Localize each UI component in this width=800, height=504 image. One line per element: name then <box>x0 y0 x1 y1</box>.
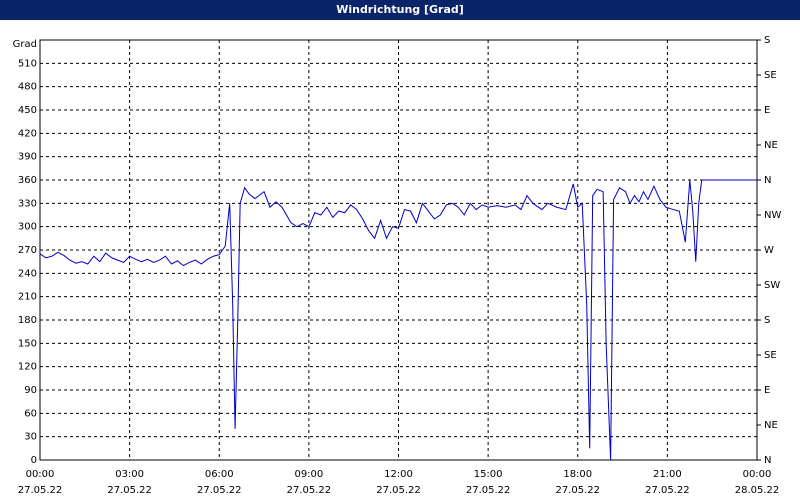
x-tick-date: 27.05.22 <box>107 485 152 496</box>
y-tick-label: 180 <box>18 315 37 326</box>
y2-tick-label: E <box>764 105 770 116</box>
y2-tick-label: NE <box>764 140 778 151</box>
y-tick-label: 120 <box>18 362 37 373</box>
y-tick-label: 150 <box>18 338 37 349</box>
y2-tick-label: SE <box>764 350 777 361</box>
y-tick-label: 240 <box>18 268 37 279</box>
y2-tick-label: E <box>764 385 770 396</box>
x-tick-date: 27.05.22 <box>376 485 421 496</box>
x-tick-label: 09:00 <box>294 469 323 480</box>
x-tick-label: 12:00 <box>384 469 413 480</box>
y2-tick-label: N <box>764 175 771 186</box>
y-tick-label: 480 <box>18 82 37 93</box>
y2-tick-label: N <box>764 455 771 466</box>
y2-tick-label: NW <box>764 210 781 221</box>
x-tick-label: 00:00 <box>26 469 55 480</box>
x-tick-label: 00:00 <box>743 469 772 480</box>
data-line <box>39 179 757 461</box>
title-bar <box>0 0 800 20</box>
y-tick-label: 270 <box>18 245 37 256</box>
x-tick-date: 27.05.22 <box>645 485 690 496</box>
x-tick-date: 27.05.22 <box>466 485 511 496</box>
y-tick-label: 450 <box>18 105 37 116</box>
y-tick-label: 330 <box>18 198 37 209</box>
y2-tick-label: SE <box>764 70 777 81</box>
y-tick-label: 360 <box>18 175 37 186</box>
x-tick-date: 28.05.22 <box>735 485 780 496</box>
y2-tick-label: S <box>764 35 770 46</box>
y-tick-label: 30 <box>24 432 37 443</box>
y2-tick-label: S <box>764 315 770 326</box>
x-tick-date: 27.05.22 <box>18 485 63 496</box>
y2-tick-label: SW <box>764 280 780 291</box>
x-tick-date: 27.05.22 <box>197 485 242 496</box>
x-tick-label: 03:00 <box>115 469 144 480</box>
chart-title: Windrichtung [Grad] <box>336 3 464 16</box>
y-tick-label: 390 <box>18 152 37 163</box>
x-tick-date: 27.05.22 <box>287 485 332 496</box>
x-tick-label: 21:00 <box>653 469 682 480</box>
y-tick-label: 210 <box>18 292 37 303</box>
y-tick-label: 60 <box>24 408 37 419</box>
y2-tick-label: W <box>764 245 774 256</box>
x-tick-label: 18:00 <box>563 469 592 480</box>
y2-tick-label: NE <box>764 420 778 431</box>
x-tick-label: 06:00 <box>205 469 234 480</box>
y-tick-label: 300 <box>18 222 37 233</box>
y-axis-label: Grad <box>13 39 37 50</box>
x-tick-label: 15:00 <box>474 469 503 480</box>
y-tick-label: 420 <box>18 128 37 139</box>
x-tick-date: 27.05.22 <box>555 485 600 496</box>
y-tick-label: 0 <box>31 455 37 466</box>
y-tick-label: 90 <box>24 385 37 396</box>
y-tick-label: 510 <box>18 58 37 69</box>
